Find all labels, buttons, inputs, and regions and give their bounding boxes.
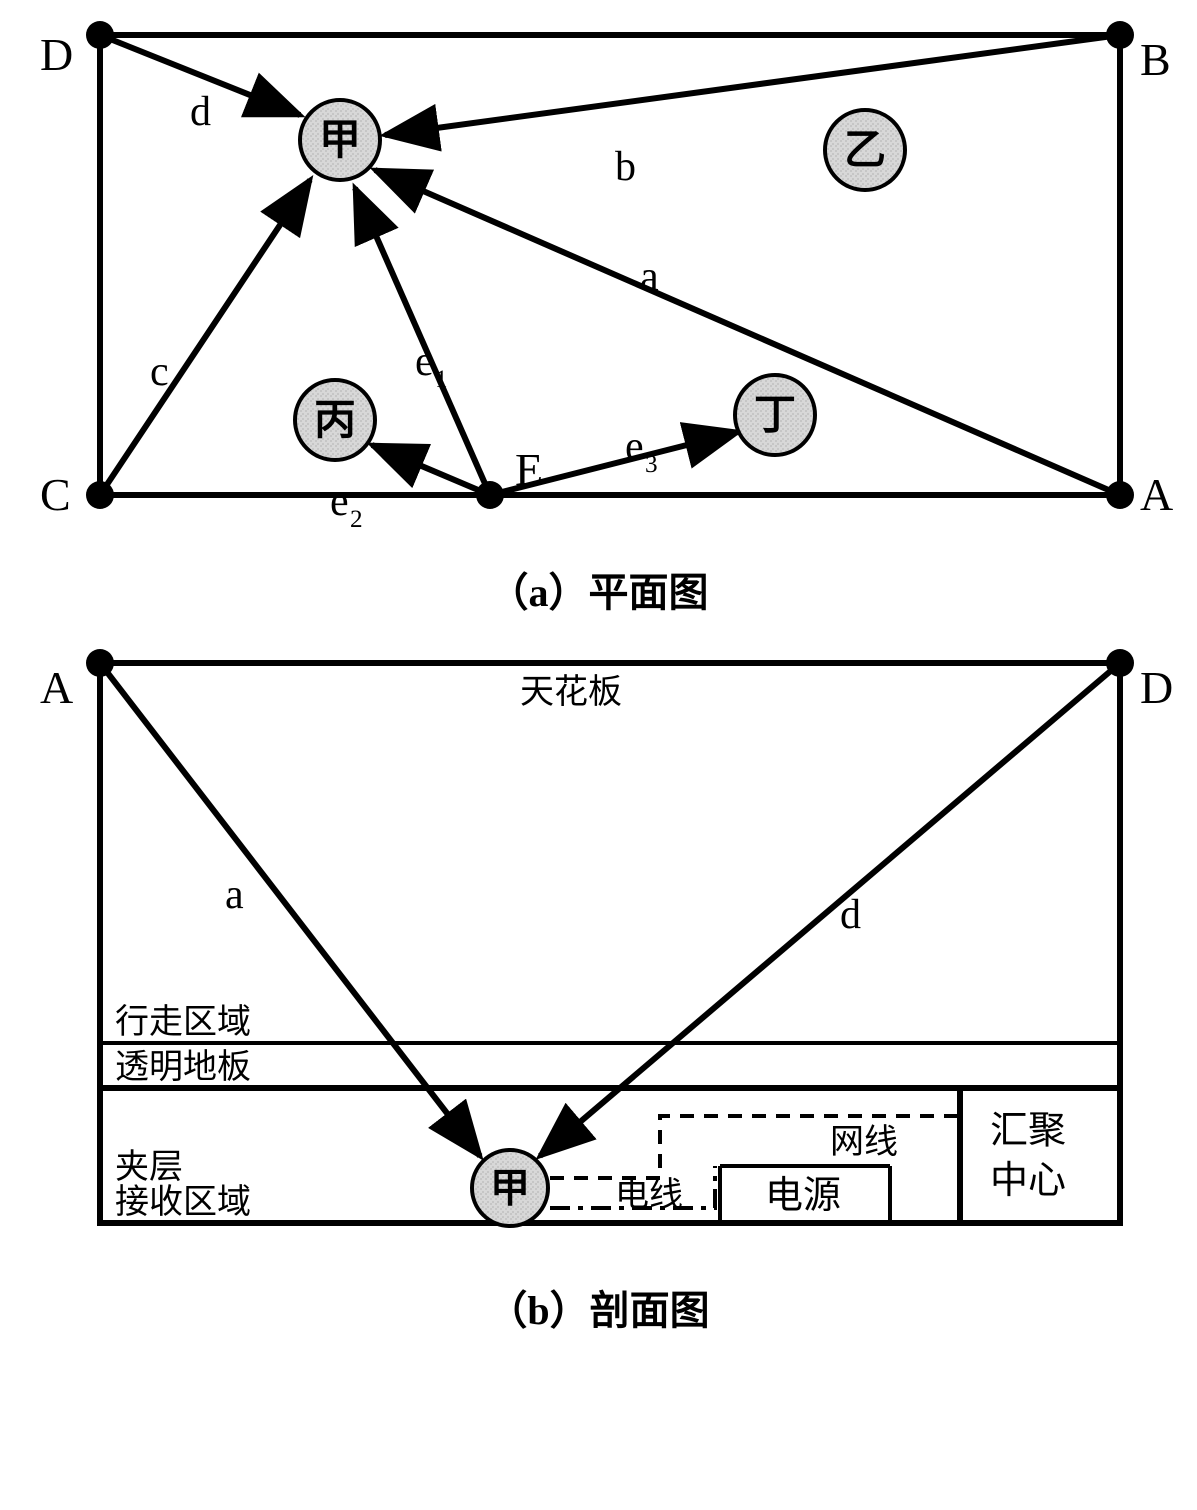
arrow-label-e2: e2 (330, 479, 363, 533)
arrow-label-a: a (640, 254, 659, 300)
text-label: 中心 (990, 1160, 1066, 1202)
arrow-label-d: d (840, 892, 861, 938)
arrow-label-e1: e1 (415, 339, 448, 393)
corner-label-D: D (40, 29, 73, 80)
corner-label-E: E (515, 444, 543, 495)
svg-text:c: c (150, 349, 169, 395)
corner-C (86, 481, 114, 509)
arrow-label-c: c (150, 349, 169, 395)
svg-text:b: b (615, 144, 636, 190)
svg-text:乙: 乙 (844, 128, 886, 174)
node-yi: 乙 (825, 110, 905, 190)
svg-text:丙: 丙 (314, 398, 356, 444)
corner-label-C: C (40, 469, 71, 520)
corner-label-D: D (1140, 662, 1173, 713)
plan-view-diagram: abcde1e2e3甲乙丙丁DBCAE (20, 20, 1177, 550)
text-label: 行走区域 (115, 1003, 251, 1041)
arrow-c (100, 180, 310, 495)
corner-label-A: A (40, 662, 73, 713)
text-label: 透明地板 (115, 1048, 251, 1086)
svg-text:e: e (415, 339, 434, 385)
svg-text:d: d (190, 89, 211, 135)
svg-text:甲: 甲 (319, 118, 361, 164)
text-label: 天花板 (520, 673, 622, 711)
corner-A (86, 649, 114, 677)
corner-D (1106, 649, 1134, 677)
corner-label-B: B (1140, 34, 1171, 85)
text-label: 夹层 (115, 1148, 183, 1186)
text-label: 接收区域 (115, 1183, 251, 1221)
text-label: 电线 (615, 1176, 683, 1214)
svg-text:1: 1 (435, 366, 448, 393)
node-bing: 丙 (295, 380, 375, 460)
corner-D (86, 21, 114, 49)
svg-text:2: 2 (350, 506, 363, 533)
caption-b: （b）剖面图 (20, 1278, 1177, 1336)
caption-a: （a）平面图 (20, 560, 1177, 618)
corner-label-A: A (1140, 469, 1173, 520)
text-label: 电源 (765, 1175, 841, 1217)
node-label-jia2: 甲 (490, 1165, 530, 1210)
svg-text:3: 3 (645, 451, 658, 478)
node-jia: 甲 (300, 100, 380, 180)
arrow-label-d: d (190, 89, 211, 135)
svg-text:e: e (625, 424, 644, 470)
corner-E (476, 481, 504, 509)
text-label: 汇聚 (990, 1110, 1066, 1152)
node-ding: 丁 (735, 375, 815, 455)
section-view-diagram: a d 甲 A D 天花板行走区域透明地板夹层接收区域 网线电线 电源 汇聚中心 (20, 648, 1177, 1268)
corner-B (1106, 21, 1134, 49)
svg-text:a: a (640, 254, 659, 300)
arrow-label-a: a (225, 872, 244, 918)
svg-text:丁: 丁 (754, 393, 796, 439)
arrow-d (540, 663, 1120, 1156)
arrow-b (385, 35, 1120, 135)
arrow-label-b: b (615, 144, 636, 190)
svg-text:e: e (330, 479, 349, 525)
corner-A (1106, 481, 1134, 509)
arrow-label-e3: e3 (625, 424, 658, 478)
cable-line (550, 1116, 960, 1178)
text-label: 网线 (830, 1123, 898, 1161)
